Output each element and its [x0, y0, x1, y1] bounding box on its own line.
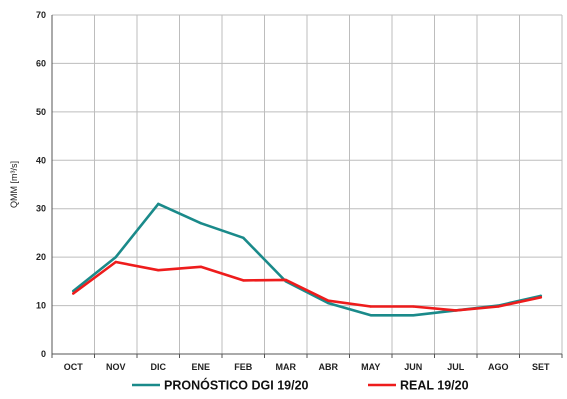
data-point — [539, 296, 542, 299]
axes — [51, 15, 563, 358]
legend-label-1: REAL 19/20 — [400, 379, 469, 393]
y-tick-labels: 0 10 20 30 40 50 60 70 — [36, 10, 46, 359]
x-tick-label: AGO — [488, 362, 509, 372]
data-point — [327, 301, 330, 305]
data-point — [242, 279, 245, 282]
data-point — [497, 305, 500, 308]
y-tick-label: 50 — [36, 107, 46, 117]
x-tick-labels: OCT NOV DIC ENE FEB MAR ABR MAY JUN JUL AGO SET — [64, 362, 550, 372]
y-tick-label: 0 — [41, 349, 46, 359]
data-point — [199, 265, 202, 269]
legend-label-0: PRONÓSTICO DGI 19/20 — [164, 378, 309, 393]
y-axis-label: QMM [m³/s] — [9, 161, 19, 208]
data-point — [284, 278, 287, 282]
data-point — [114, 255, 117, 259]
data-point — [199, 222, 202, 225]
data-point — [327, 299, 330, 302]
data-point — [412, 314, 415, 317]
x-tick-label: MAR — [276, 362, 297, 372]
data-point — [242, 236, 245, 239]
data-point — [369, 314, 372, 317]
y-tick-label: 30 — [36, 204, 46, 214]
data-point — [157, 202, 160, 206]
x-tick-label: FEB — [234, 362, 253, 372]
y-tick-label: 20 — [36, 252, 46, 262]
series-line-1 — [72, 260, 543, 312]
legend: PRONÓSTICO DGI 19/20 REAL 19/20 — [132, 378, 469, 393]
x-tick-label: MAY — [361, 362, 380, 372]
x-tick-label: NOV — [106, 362, 126, 372]
x-tick-label: ENE — [191, 362, 210, 372]
series-lines — [72, 202, 543, 317]
x-tick-label: SET — [532, 362, 550, 372]
data-point — [157, 269, 160, 272]
y-tick-label: 10 — [36, 301, 46, 311]
x-tick-label: JUL — [447, 362, 465, 372]
x-tick-label: DIC — [151, 362, 167, 372]
data-point — [369, 305, 372, 308]
y-tick-label: 60 — [36, 58, 46, 68]
data-point — [114, 260, 117, 264]
y-tick-label: 40 — [36, 155, 46, 165]
data-point — [454, 309, 457, 312]
x-tick-label: OCT — [64, 362, 84, 372]
data-point — [72, 292, 75, 295]
x-tick-label: ABR — [319, 362, 339, 372]
grid-lines — [51, 14, 563, 355]
x-tick-label: JUN — [404, 362, 422, 372]
y-tick-label: 70 — [36, 10, 46, 20]
data-point — [412, 305, 415, 308]
